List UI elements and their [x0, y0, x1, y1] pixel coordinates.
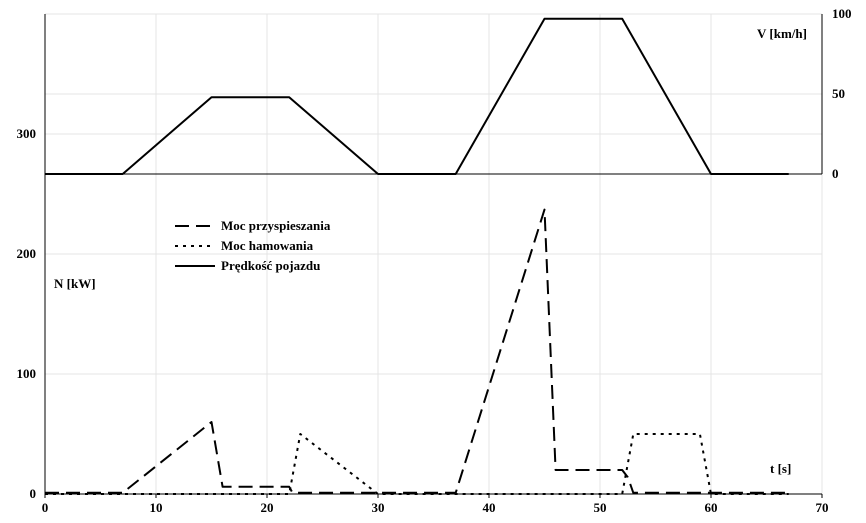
y-left-axis-label: N [kW] — [54, 276, 96, 291]
legend-label: Prędkość pojazdu — [221, 258, 320, 273]
y-right-tick-label: 100 — [832, 6, 852, 21]
x-tick-label: 50 — [594, 500, 607, 515]
series-dashed-line — [45, 208, 789, 494]
y-left-tick-label: 200 — [17, 246, 37, 261]
x-tick-label: 60 — [705, 500, 718, 515]
x-tick-label: 30 — [372, 500, 385, 515]
series-lines — [45, 17, 789, 495]
axis-labels: N [kW] V [km/h] t [s] — [54, 26, 807, 476]
x-tick-label: 20 — [261, 500, 274, 515]
y-left-tick-label: 100 — [17, 366, 37, 381]
axes — [44, 14, 823, 498]
legend-label: Moc przyspieszania — [221, 218, 331, 233]
series-solid-line — [45, 17, 789, 175]
grid — [45, 13, 823, 494]
x-axis-label: t [s] — [770, 461, 791, 476]
tick-labels: 0 10 20 30 40 50 60 70 0 100 200 300 0 50 100 — [17, 6, 852, 515]
legend-label: Moc hamowania — [221, 238, 314, 253]
y-right-tick-label: 50 — [832, 86, 845, 101]
x-tick-label: 40 — [483, 500, 496, 515]
y-left-tick-label: 300 — [17, 126, 37, 141]
y-right-tick-label: 0 — [832, 166, 839, 181]
x-tick-label: 10 — [150, 500, 163, 515]
x-tick-label: 70 — [816, 500, 829, 515]
y-left-tick-label: 0 — [30, 486, 37, 501]
legend: Moc przyspieszania Moc hamowania Prędkość … — [175, 218, 331, 273]
y-right-axis-label: V [km/h] — [757, 26, 807, 41]
series-dotted-line — [45, 433, 789, 495]
x-tick-label: 0 — [42, 500, 49, 515]
